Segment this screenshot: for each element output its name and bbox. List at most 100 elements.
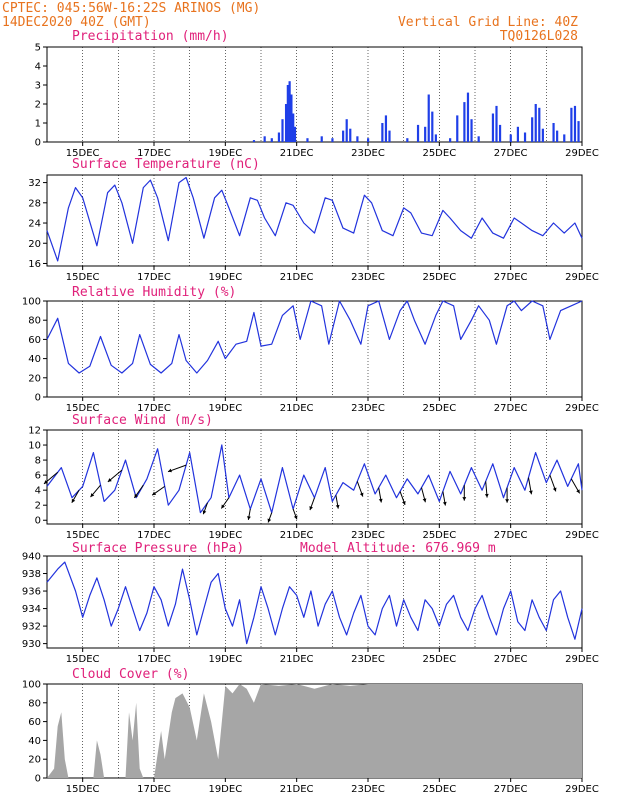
precip-xtick-label: 15DEC	[66, 148, 100, 159]
precip-bar	[406, 138, 409, 142]
wind-arrow-head	[528, 490, 533, 495]
wind-arrow-head	[134, 493, 138, 498]
cloud-xtick-label: 19DEC	[208, 784, 242, 795]
press-xtick-label: 17DEC	[137, 654, 171, 665]
precip-bar	[388, 130, 391, 142]
wind-arrow-head	[422, 498, 427, 503]
precip-xtick-label: 23DEC	[351, 148, 385, 159]
press-xtick-label: 27DEC	[494, 654, 528, 665]
header-date: 14DEC2020 40Z (GMT)	[2, 15, 151, 30]
press-ytick-label: 934	[22, 604, 41, 615]
precip-ytick-label: 2	[35, 100, 41, 111]
cloud-ytick-label: 60	[28, 717, 41, 728]
wind-xtick-label: 29DEC	[565, 530, 599, 541]
precip-bar	[498, 124, 502, 142]
cloud-xtick-label: 27DEC	[494, 784, 528, 795]
precip-bar	[552, 123, 555, 142]
wind-xtick-label: 19DEC	[208, 530, 242, 541]
wind-arrow-head	[43, 480, 48, 484]
precip-ytick-label: 4	[35, 62, 41, 73]
rh-xtick-label: 17DEC	[137, 403, 171, 414]
wind-xtick-label: 27DEC	[494, 530, 528, 541]
rh-xtick-label: 23DEC	[351, 403, 385, 414]
precip-bar	[531, 117, 534, 142]
rh-xtick-label: 19DEC	[208, 403, 242, 414]
precip-bar	[577, 121, 580, 142]
temp-ytick-label: 16	[28, 259, 41, 270]
cloud-ytick-label: 20	[28, 755, 41, 766]
rh-xtick-label: 27DEC	[494, 403, 528, 414]
cloud-xtick-label: 29DEC	[565, 784, 599, 795]
precip-bar	[356, 136, 359, 142]
precip-bar	[570, 107, 573, 142]
wind-ytick-label: 2	[35, 501, 41, 512]
wind-arrow-head	[505, 499, 510, 503]
wind-arrow-head	[152, 491, 157, 496]
precip-bar	[349, 128, 352, 142]
wind-frame	[46, 429, 583, 525]
wind-arrow-head	[71, 498, 76, 503]
press-ytick-label: 940	[22, 552, 41, 563]
wind-xtick-label: 25DEC	[422, 530, 456, 541]
rh-xtick-label: 29DEC	[565, 403, 599, 414]
wind-arrow-head	[402, 500, 406, 505]
header-grid-line: Vertical Grid Line: 40Z	[398, 15, 578, 30]
precip-bar	[470, 119, 473, 142]
precip-bar	[286, 85, 289, 142]
precip-bar	[424, 126, 427, 142]
panel-title-humidity: Relative Humidity (%)	[72, 285, 236, 300]
precip-xtick-label: 19DEC	[208, 148, 242, 159]
rh-ytick-label: 60	[28, 335, 41, 346]
precip-bar	[491, 113, 495, 142]
cloud-xtick-label: 23DEC	[351, 784, 385, 795]
wind-xtick-label: 17DEC	[137, 530, 171, 541]
precip-bar	[556, 130, 559, 142]
precip-ytick-label: 5	[35, 43, 41, 54]
panel-title-cloud-cover: Cloud Cover (%)	[72, 667, 189, 682]
precip-bar	[281, 119, 284, 142]
wind-arrow-head	[107, 478, 112, 482]
press-ytick-label: 936	[22, 587, 41, 598]
precip-bar	[573, 105, 577, 142]
temp-xtick-label: 17DEC	[137, 272, 171, 283]
wind-arrow-head	[202, 510, 207, 515]
press-ytick-label: 938	[22, 569, 41, 580]
wind-ytick-label: 4	[35, 486, 41, 497]
rh-xtick-label: 21DEC	[280, 403, 314, 414]
rh-ytick-label: 40	[28, 354, 41, 365]
precip-bar	[293, 126, 297, 142]
panel-title-temperature: Surface Temperature (nC)	[72, 157, 260, 172]
precip-bar	[431, 111, 434, 142]
precip-bar	[306, 138, 309, 142]
precip-bar	[252, 140, 256, 142]
precip-bar	[516, 126, 519, 142]
precip-xtick-label: 17DEC	[137, 148, 171, 159]
press-xtick-label: 21DEC	[280, 654, 314, 665]
precip-bar	[290, 94, 293, 142]
precip-ytick-label: 1	[35, 119, 41, 130]
precip-bar	[331, 138, 334, 142]
precip-bar	[384, 115, 388, 142]
wind-xtick-label: 21DEC	[280, 530, 314, 541]
precip-bar	[416, 124, 420, 142]
precip-bar	[320, 136, 323, 142]
rh-ytick-label: 20	[28, 373, 41, 384]
wind-arrow-head	[484, 493, 489, 498]
cloud-ytick-label: 80	[28, 698, 41, 709]
rh-xtick-label: 25DEC	[422, 403, 456, 414]
temp-xtick-label: 15DEC	[66, 272, 100, 283]
wind-ytick-label: 10	[28, 441, 41, 452]
cloud-ytick-label: 40	[28, 736, 41, 747]
press-xtick-label: 25DEC	[422, 654, 456, 665]
cloud-ytick-label: 100	[22, 680, 41, 691]
cloud-xtick-label: 25DEC	[422, 784, 456, 795]
cloud-xtick-label: 15DEC	[66, 784, 100, 795]
wind-arrow-head	[335, 504, 340, 509]
precip-bar	[541, 128, 544, 142]
cloud-xtick-label: 21DEC	[280, 784, 314, 795]
press-frame	[46, 555, 583, 649]
wind-ytick-label: 12	[28, 426, 41, 437]
rh-frame	[46, 300, 583, 398]
precip-xtick-label: 27DEC	[494, 148, 528, 159]
wind-arrow-head	[462, 497, 467, 501]
